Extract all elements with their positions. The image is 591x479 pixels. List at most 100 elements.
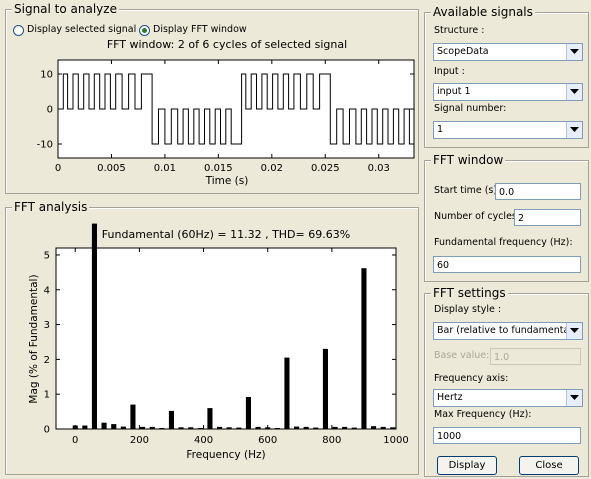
fft-chart-plot-area (55, 247, 397, 430)
fft-bar (207, 408, 213, 429)
fft-bar (188, 427, 194, 429)
available-signals-title: Available signals (431, 5, 535, 19)
fft-settings-panel: FFT settings (424, 286, 589, 477)
fft-x-tick-label: 800 (322, 435, 341, 446)
time-y-tick-label: -10 (37, 140, 53, 151)
input-value: input 1 (437, 86, 471, 97)
fft-x-tick-label: 400 (194, 435, 213, 446)
fft-bar (82, 425, 88, 429)
cycles-field[interactable]: 2 (514, 209, 581, 226)
fft-x-tick-label: 0 (72, 435, 78, 446)
signal-waveform-line (58, 73, 414, 145)
max-freq-field[interactable]: 1000 (433, 427, 581, 444)
structure-label: Structure : (434, 25, 485, 36)
radio-display-fft-window[interactable] (139, 25, 150, 36)
chevron-down-icon[interactable] (566, 390, 582, 406)
fft-bar (351, 427, 357, 429)
time-y-tick-label: 10 (40, 70, 53, 81)
structure-dropdown[interactable]: ScopeData (433, 43, 583, 61)
fft-bar (101, 422, 107, 429)
time-x-tick-label: 0 (55, 163, 61, 174)
base-value-label: Base value: (434, 350, 490, 361)
fund-freq-label: Fundamental frequency (Hz): (434, 237, 573, 248)
fft-y-tick-label: 5 (44, 250, 50, 261)
available-signals-panel: Available signals (424, 5, 589, 148)
fft-bar (390, 427, 396, 429)
fft-bar (159, 428, 165, 429)
time-x-tick-label: 0.005 (97, 163, 126, 174)
fft-bar (226, 427, 232, 429)
fft-y-tick-label: 4 (44, 285, 50, 296)
fft-bar (149, 426, 155, 429)
input-dropdown[interactable]: input 1 (433, 83, 583, 101)
fft-bar (332, 426, 338, 429)
display-style-label: Display style : (434, 304, 502, 315)
structure-value: ScopeData (437, 46, 489, 57)
fft-bar (361, 268, 367, 429)
fft-bar (236, 427, 242, 429)
fft-y-tick-label: 0 (44, 425, 50, 436)
freq-axis-dropdown[interactable]: Hertz (433, 389, 583, 407)
signal-to-analyze-panel: Signal to analyze (5, 2, 419, 194)
fft-bar (313, 427, 319, 429)
fft-bar-chart: Fundamental (60Hz) = 11.32 , THD= 69.63%… (28, 223, 409, 461)
signal-number-value: 1 (437, 124, 444, 135)
fft-settings-title: FFT settings (431, 286, 508, 300)
fft-analysis-panel: FFT analysis (5, 200, 419, 475)
chevron-down-icon[interactable] (566, 84, 582, 100)
fft-y-tick-label: 2 (44, 355, 50, 366)
fft-bar (255, 426, 261, 429)
chevron-down-icon[interactable] (566, 122, 582, 138)
fft-x-tick-label: 200 (130, 435, 149, 446)
fft-x-axis-label: Frequency (Hz) (186, 449, 265, 461)
time-y-tick-label: 0 (47, 105, 53, 116)
fft-y-tick-label: 3 (44, 320, 50, 331)
time-x-tick-label: 0.01 (154, 163, 176, 174)
input-label: Input : (434, 66, 465, 77)
signal-number-label: Signal number: (434, 103, 507, 114)
fft-bar (371, 426, 377, 429)
chevron-down-icon[interactable] (566, 44, 582, 60)
fft-x-tick-label: 600 (258, 435, 277, 446)
freq-axis-value: Hertz (437, 392, 463, 403)
start-time-field[interactable]: 0.0 (495, 183, 581, 200)
fft-bar (284, 357, 290, 429)
display-button[interactable]: Display (437, 456, 497, 475)
time-x-axis-label: Time (s) (205, 175, 249, 187)
time-x-tick-label: 0.025 (311, 163, 340, 174)
time-x-tick-label: 0.015 (204, 163, 233, 174)
close-button[interactable]: Close (519, 456, 579, 475)
fft-window-title: FFT window (431, 153, 506, 167)
fft-bar (178, 427, 184, 429)
radio-display-selected-signal[interactable] (13, 25, 24, 36)
chevron-down-icon[interactable] (566, 323, 582, 339)
start-time-label: Start time (s): (434, 185, 501, 196)
fund-freq-field[interactable]: 60 (433, 256, 581, 273)
time-x-tick-label: 0.03 (368, 163, 390, 174)
fft-bar (303, 426, 309, 429)
fft-x-tick-label: 1000 (383, 435, 408, 446)
fft-y-tick-label: 1 (44, 390, 50, 401)
time-x-tick-label: 0.02 (261, 163, 283, 174)
fft-chart-title: Fundamental (60Hz) = 11.32 , THD= 69.63% (102, 228, 350, 241)
fft-bar (130, 404, 136, 429)
fft-bar (111, 424, 117, 429)
fft-window-panel: FFT window (424, 153, 589, 282)
fft-bar (140, 426, 146, 429)
freq-axis-label: Frequency axis: (434, 373, 509, 384)
fft-bar (197, 428, 203, 429)
fft-bar (217, 426, 223, 429)
fft-bar (91, 223, 97, 429)
fft-bar (294, 426, 300, 429)
time-chart-title: FFT window: 2 of 6 cycles of selected si… (107, 38, 347, 51)
display-style-dropdown[interactable]: Bar (relative to fundamental) (433, 322, 583, 340)
radio-display-fft-label[interactable]: Display FFT window (153, 24, 247, 35)
fft-bar (120, 426, 126, 429)
signal-number-dropdown[interactable]: 1 (433, 121, 583, 139)
signal-panel-title: Signal to analyze (12, 2, 119, 16)
fft-bar (322, 348, 328, 429)
radio-checked-dot (142, 28, 147, 33)
radio-display-selected-label[interactable]: Display selected signal (27, 24, 137, 35)
fft-bar (274, 428, 280, 429)
fft-bar (380, 426, 386, 429)
